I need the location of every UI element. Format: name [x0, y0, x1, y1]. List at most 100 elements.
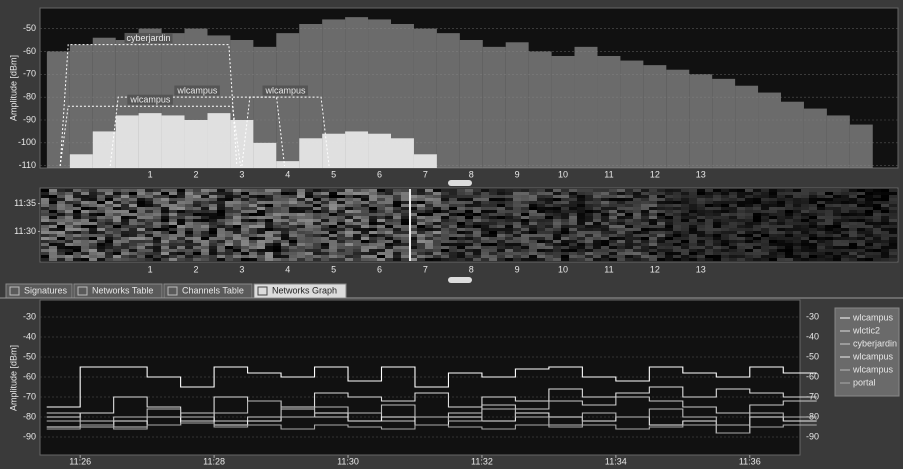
- waterfall-cell: [169, 222, 177, 225]
- waterfall-cell: [569, 240, 577, 243]
- waterfall-cell: [441, 192, 449, 195]
- waterfall-cell: [385, 255, 393, 258]
- waterfall-cell: [585, 228, 593, 231]
- waterfall-cell: [857, 246, 865, 249]
- scroll-handle[interactable]: [448, 277, 472, 283]
- waterfall-cell: [281, 192, 289, 195]
- waterfall-cell: [665, 231, 673, 234]
- waterfall-cell: [641, 225, 649, 228]
- waterfall-cell: [569, 216, 577, 219]
- waterfall-cell: [545, 243, 553, 246]
- waterfall-cell: [385, 201, 393, 204]
- waterfall-cell: [833, 198, 841, 201]
- waterfall-cell: [497, 234, 505, 237]
- waterfall-cell: [121, 225, 129, 228]
- waterfall-cell: [545, 213, 553, 216]
- tab-label[interactable]: Channels Table: [182, 285, 244, 295]
- waterfall-cell: [161, 225, 169, 228]
- waterfall-cell: [121, 246, 129, 249]
- legend-label[interactable]: wlctic2: [852, 325, 880, 335]
- waterfall-cell: [737, 255, 745, 258]
- waterfall-cell: [233, 240, 241, 243]
- waterfall-cell: [777, 243, 785, 246]
- waterfall-cell: [673, 219, 681, 222]
- waterfall-cell: [625, 195, 633, 198]
- waterfall-cell: [761, 219, 769, 222]
- waterfall-cell: [585, 255, 593, 258]
- waterfall-cell: [841, 189, 849, 192]
- waterfall-cell: [481, 213, 489, 216]
- waterfall-cell: [513, 219, 521, 222]
- waterfall-cell: [177, 228, 185, 231]
- waterfall-cell: [649, 192, 657, 195]
- waterfall-cell: [617, 201, 625, 204]
- waterfall-cell: [609, 225, 617, 228]
- tab-label[interactable]: Signatures: [24, 285, 68, 295]
- waterfall-cell: [129, 198, 137, 201]
- waterfall-cell: [849, 231, 857, 234]
- waterfall-cell: [497, 228, 505, 231]
- waterfall-cell: [449, 201, 457, 204]
- waterfall-cell: [889, 234, 897, 237]
- waterfall-cell: [793, 258, 801, 261]
- legend-label[interactable]: wlcampus: [852, 364, 894, 374]
- waterfall-cell: [273, 231, 281, 234]
- waterfall-cell: [217, 222, 225, 225]
- waterfall-cell: [841, 243, 849, 246]
- waterfall-cell: [113, 207, 121, 210]
- waterfall-cell: [593, 213, 601, 216]
- waterfall-cell: [169, 210, 177, 213]
- waterfall-cell: [529, 216, 537, 219]
- waterfall-cell: [97, 219, 105, 222]
- waterfall-cell: [449, 249, 457, 252]
- waterfall-cell: [49, 195, 57, 198]
- waterfall-cell: [641, 243, 649, 246]
- waterfall-cell: [337, 189, 345, 192]
- waterfall-cell: [209, 237, 217, 240]
- waterfall-cell: [305, 222, 313, 225]
- waterfall-cell: [841, 195, 849, 198]
- waterfall-cell: [49, 201, 57, 204]
- waterfall-cell: [305, 237, 313, 240]
- waterfall-cell: [713, 207, 721, 210]
- waterfall-cell: [761, 225, 769, 228]
- waterfall-cell: [497, 246, 505, 249]
- waterfall-cell: [537, 210, 545, 213]
- waterfall-cell: [209, 219, 217, 222]
- waterfall-cell: [185, 231, 193, 234]
- legend-label[interactable]: wlcampus: [852, 312, 894, 322]
- waterfall-cell: [225, 228, 233, 231]
- waterfall-cell: [225, 222, 233, 225]
- waterfall-cell: [225, 234, 233, 237]
- waterfall-cell: [873, 240, 881, 243]
- waterfall-cell: [545, 258, 553, 261]
- waterfall-cell: [785, 243, 793, 246]
- waterfall-cell: [793, 249, 801, 252]
- waterfall-cell: [361, 213, 369, 216]
- scroll-handle[interactable]: [448, 180, 472, 186]
- tab-label[interactable]: Networks Table: [92, 285, 153, 295]
- waterfall-cell: [297, 255, 305, 258]
- waterfall-cell: [305, 201, 313, 204]
- waterfall-cell: [393, 207, 401, 210]
- waterfall-cell: [377, 255, 385, 258]
- waterfall-cell: [849, 243, 857, 246]
- waterfall-cell: [457, 222, 465, 225]
- waterfall-cell: [689, 234, 697, 237]
- waterfall-cell: [433, 198, 441, 201]
- waterfall-cell: [73, 198, 81, 201]
- waterfall-cell: [345, 222, 353, 225]
- legend-label[interactable]: cyberjardin: [853, 338, 897, 348]
- waterfall-cell: [417, 234, 425, 237]
- legend-label[interactable]: wlcampus: [852, 351, 894, 361]
- waterfall-cell: [769, 255, 777, 258]
- tab-label[interactable]: Networks Graph: [272, 285, 337, 295]
- legend-label[interactable]: portal: [853, 377, 876, 387]
- waterfall-cell: [745, 240, 753, 243]
- waterfall-cell: [537, 207, 545, 210]
- waterfall-cell: [537, 192, 545, 195]
- waterfall-cell: [169, 243, 177, 246]
- waterfall-cell: [377, 216, 385, 219]
- waterfall-cell: [281, 234, 289, 237]
- waterfall-cell: [721, 234, 729, 237]
